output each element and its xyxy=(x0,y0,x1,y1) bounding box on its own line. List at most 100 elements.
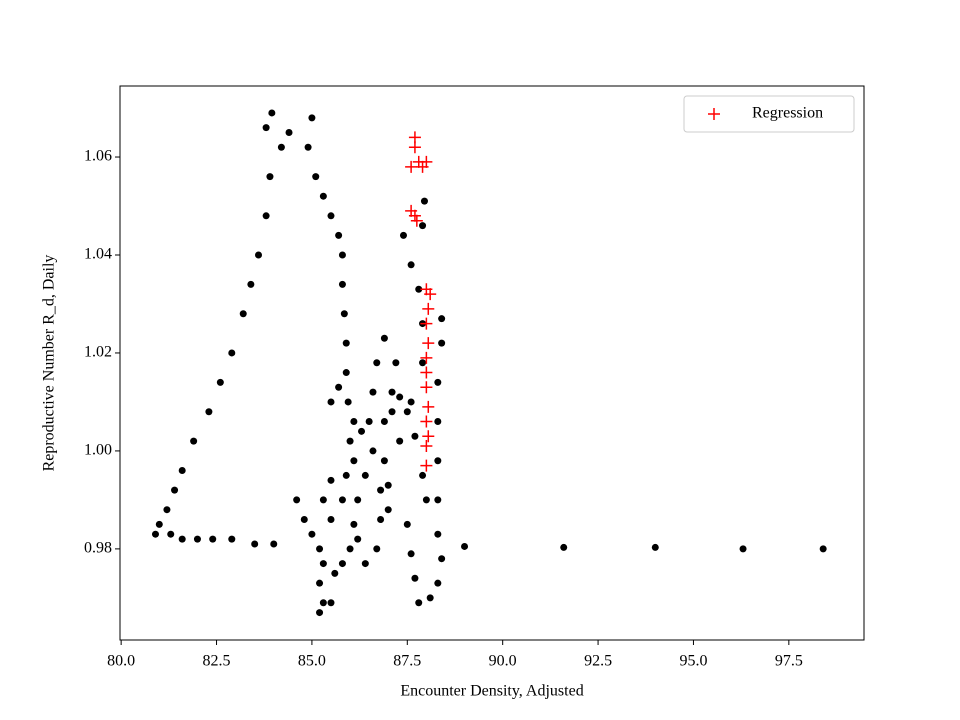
dot-point xyxy=(380,457,388,465)
dot-point xyxy=(342,369,350,377)
dot-point xyxy=(342,471,350,479)
dot-point xyxy=(266,173,274,181)
plot-area xyxy=(120,86,864,640)
dot-point xyxy=(338,560,346,568)
dot-point xyxy=(419,222,427,230)
dot-point xyxy=(327,398,335,406)
legend-label: Regression xyxy=(752,105,823,122)
plus-point xyxy=(416,160,429,173)
dot-point xyxy=(300,516,308,524)
dot-point xyxy=(338,280,346,288)
dot-point xyxy=(407,261,415,269)
plus-point xyxy=(420,415,433,428)
plus-point xyxy=(420,440,433,453)
plus-point xyxy=(405,160,418,173)
dot-point xyxy=(319,599,327,607)
dot-point xyxy=(228,349,236,357)
dot-point xyxy=(319,192,327,200)
dot-point xyxy=(247,280,255,288)
dot-point xyxy=(651,543,659,551)
dot-point xyxy=(350,457,358,465)
plus-point xyxy=(410,214,423,227)
y-axis-label: Reproductive Number R_d, Daily xyxy=(41,255,58,472)
dot-point xyxy=(377,486,385,494)
plus-point xyxy=(420,381,433,394)
x-tick-label: 87.5 xyxy=(393,653,421,670)
y-tick-label: 1.04 xyxy=(84,246,112,263)
dot-point xyxy=(270,540,278,548)
dot-point xyxy=(327,516,335,524)
dot-point xyxy=(434,457,442,465)
dot-point xyxy=(384,506,392,514)
dot-point xyxy=(438,555,446,563)
dot-point xyxy=(365,418,373,426)
dot-point xyxy=(373,545,381,553)
plus-point xyxy=(708,108,720,120)
dot-point xyxy=(361,560,369,568)
dot-point xyxy=(438,315,446,323)
dot-point xyxy=(268,109,276,117)
dot-point xyxy=(331,569,339,577)
dot-point xyxy=(346,545,354,553)
y-tick-label: 1.02 xyxy=(84,344,112,361)
dot-point xyxy=(251,540,259,548)
dot-point xyxy=(163,506,171,514)
plus-point xyxy=(422,302,435,315)
dot-point xyxy=(407,550,415,558)
dot-point xyxy=(262,124,270,132)
dot-point xyxy=(407,398,415,406)
dot-point xyxy=(388,408,396,416)
dot-point xyxy=(308,530,316,538)
dot-point xyxy=(316,609,324,617)
x-tick-label: 92.5 xyxy=(584,653,612,670)
dot-point xyxy=(438,339,446,347)
dot-point xyxy=(388,388,396,396)
dot-point xyxy=(304,143,312,151)
dot-point xyxy=(461,542,469,550)
y-tick-label: 1.06 xyxy=(84,148,112,165)
x-tick-label: 80.0 xyxy=(107,653,135,670)
dot-point xyxy=(403,520,411,528)
x-tick-label: 90.0 xyxy=(489,653,517,670)
dot-point xyxy=(377,516,385,524)
dot-point xyxy=(739,545,747,553)
dot-point xyxy=(205,408,213,416)
dot-point xyxy=(216,378,224,386)
dot-point xyxy=(354,496,362,504)
x-tick-label: 85.0 xyxy=(298,653,326,670)
dot-point xyxy=(354,535,362,543)
plus-point xyxy=(422,400,435,413)
dot-point xyxy=(819,545,827,553)
axes-frame xyxy=(119,85,865,641)
dot-point xyxy=(312,173,320,181)
dot-point xyxy=(228,535,236,543)
dot-point xyxy=(403,408,411,416)
dot-point xyxy=(335,231,343,239)
dot-point xyxy=(434,378,442,386)
dot-point xyxy=(358,427,366,435)
dot-point xyxy=(254,251,262,259)
dot-point xyxy=(327,476,335,484)
dot-point xyxy=(335,383,343,391)
dot-point xyxy=(434,530,442,538)
dot-point xyxy=(293,496,301,504)
dot-point xyxy=(308,114,316,122)
dot-point xyxy=(316,579,324,587)
plus-point xyxy=(420,366,433,379)
dot-point xyxy=(380,418,388,426)
x-axis-label: Encounter Density, Adjusted xyxy=(400,683,583,700)
dot-point xyxy=(190,437,198,445)
dot-point xyxy=(209,535,217,543)
dot-point xyxy=(342,339,350,347)
dot-point xyxy=(361,471,369,479)
dot-point xyxy=(384,481,392,489)
y-tick-label: 1.00 xyxy=(84,442,112,459)
dot-point xyxy=(434,418,442,426)
plus-point xyxy=(420,351,433,364)
dot-point xyxy=(262,212,270,220)
dot-point xyxy=(285,129,293,137)
dot-point xyxy=(171,486,179,494)
dot-point xyxy=(239,310,247,318)
plus-point xyxy=(424,288,437,301)
